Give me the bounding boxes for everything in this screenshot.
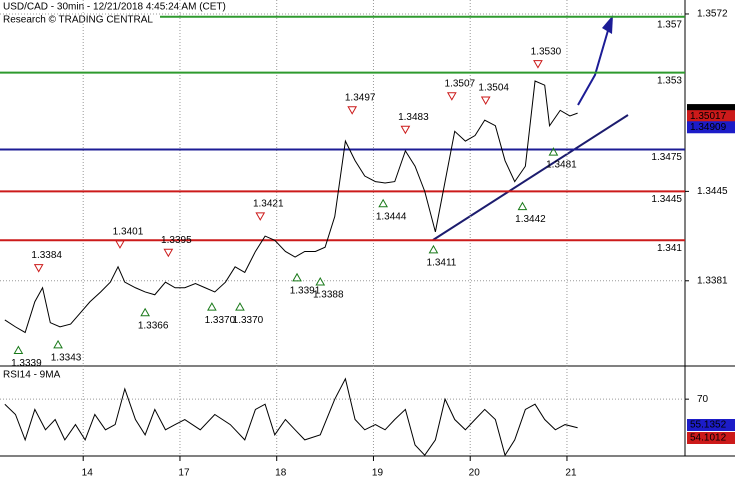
header-title: USD/CAD - 30min - 12/21/2018 4:45:24 AM …: [3, 2, 226, 13]
pivot-label: 1.3384: [31, 250, 62, 261]
pivot-marker: [53, 339, 63, 349]
pivot-label: 1.3530: [531, 46, 562, 57]
pivot-label: 1.3421: [253, 199, 284, 210]
price-tag: [687, 121, 735, 134]
pivot-label: 1.3411: [427, 258, 457, 269]
pivot-marker: [13, 345, 24, 354]
pivot-marker: [533, 60, 543, 69]
pivot-marker: [140, 307, 150, 317]
pivot-marker: [115, 240, 125, 249]
pivot-label: 1.3391: [290, 285, 321, 296]
pivot-label: 1.3370: [205, 315, 236, 326]
y-tick-label: 1.3445: [697, 186, 728, 197]
x-tick-label: 17: [178, 468, 190, 479]
price-tag: [687, 419, 735, 431]
pivot-label: 1.3481: [546, 160, 577, 171]
x-tick-label: 21: [565, 468, 577, 479]
level-label: 1.353: [657, 75, 682, 86]
pivot-label: 1.3483: [398, 112, 429, 123]
pivot-label: 1.3497: [345, 92, 376, 103]
price-tag-label: 55.1352: [690, 420, 727, 431]
price-line: [4, 80, 578, 334]
pivot-marker: [163, 248, 174, 258]
x-tick-label: 14: [82, 468, 94, 479]
rsi-title: RSI14 - 9MA: [3, 370, 61, 381]
pivot-label: 1.3370: [233, 315, 264, 326]
header-subtitle: Research © TRADING CENTRAL: [3, 15, 153, 26]
x-tick-label: 19: [372, 468, 384, 479]
price-tag-label: 1.34909: [690, 122, 727, 133]
y-tick-label: 1.3572: [697, 9, 728, 20]
level-label: 1.3475: [651, 152, 682, 163]
pivot-label: 1.3444: [376, 211, 407, 222]
price-tag: [687, 110, 735, 123]
pivot-marker: [315, 276, 326, 286]
pivot-label: 1.3339: [11, 358, 42, 369]
forecast-arrow: [577, 26, 610, 106]
level-label: 1.357: [657, 19, 682, 30]
trend-line: [432, 114, 629, 241]
price-tag-label: 54.1012: [690, 433, 727, 444]
price-tag-label: 1.35017: [690, 111, 727, 122]
price-tag: [687, 432, 735, 444]
pivot-label: 1.3507: [445, 78, 476, 89]
pivot-label: 1.3504: [478, 83, 509, 94]
level-label: 1.341: [657, 243, 682, 254]
pivot-label: 1.3395: [161, 235, 192, 246]
y-tick-label: 1.3381: [697, 275, 728, 286]
pivot-marker: [378, 198, 388, 208]
pivot-marker: [347, 106, 358, 115]
pivot-marker: [428, 244, 439, 254]
pivot-marker: [235, 302, 245, 311]
pivot-marker: [207, 302, 217, 311]
pivot-label: 1.3442: [515, 214, 546, 225]
pivot-marker: [255, 212, 266, 221]
pivot-marker: [480, 96, 491, 105]
pivot-label: 1.3388: [313, 290, 344, 301]
pivot-label: 1.3343: [51, 353, 82, 364]
arrow-head: [602, 15, 613, 34]
level-label: 1.3445: [651, 194, 682, 205]
pivot-marker: [548, 147, 559, 156]
pivot-label: 1.3366: [138, 320, 169, 331]
x-tick-label: 18: [275, 468, 287, 479]
x-tick-label: 20: [469, 468, 481, 479]
pivot-marker: [400, 125, 411, 135]
pivot-marker: [517, 201, 528, 211]
pivot-marker: [446, 92, 457, 101]
price-line: [4, 377, 578, 457]
pivot-marker: [292, 272, 302, 282]
pivot-label: 1.3401: [113, 226, 144, 237]
y-tick-label: 70: [697, 394, 709, 405]
pivot-marker: [33, 264, 44, 273]
